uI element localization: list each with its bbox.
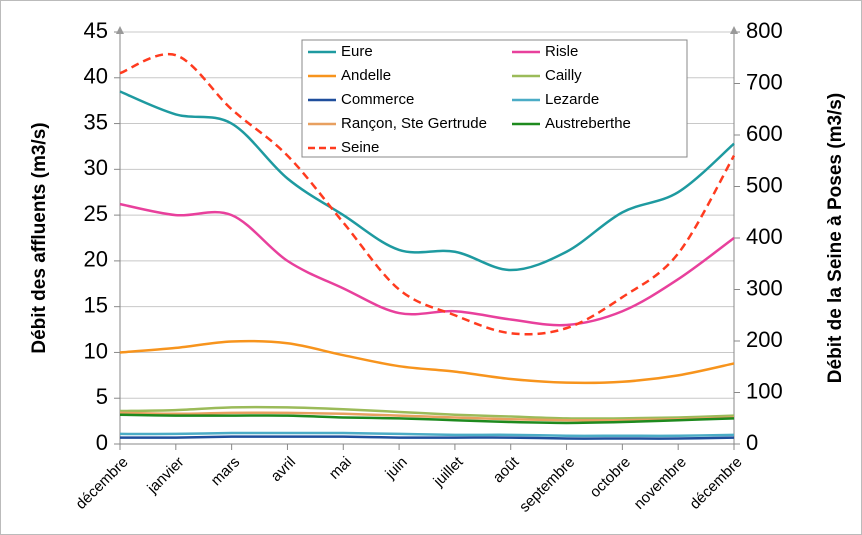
y2-tick-label: 600 [746,121,783,146]
x-tick-label: mars [208,454,244,490]
x-tick-label: octobre [587,454,634,501]
y2-tick-label: 100 [746,378,783,403]
y-axis-label: Débit des affluents (m3/s) [29,122,50,353]
legend-label: Austreberthe [545,115,631,132]
y-tick-label: 40 [84,64,108,89]
x-tick-label: mai [326,454,355,483]
series-line [119,435,735,440]
y-tick-label: 10 [84,338,108,363]
y-tick-label: 45 [84,18,108,43]
y2-tick-label: 0 [746,430,758,455]
x-tick-label: novembre [631,454,690,513]
y-tick-label: 5 [96,384,108,409]
axis-arrow [730,26,738,34]
y-tick-label: 0 [96,430,108,455]
series-line [119,411,735,422]
legend-label: Rançon, Ste Gertrude [341,115,487,132]
x-tick-label: avril [268,454,299,485]
legend-box [301,39,688,158]
series-line [119,90,735,272]
legend-label: Commerce [341,91,414,108]
y-tick-label: 35 [84,109,108,134]
legend-label: Risle [545,43,578,60]
y2-tick-label: 200 [746,327,783,352]
series-line [119,431,735,438]
legend-label: Lezarde [545,91,599,108]
y2-axis-label: Débit de la Seine à Poses (m3/s) [825,93,846,383]
legend-label: Cailly [545,67,582,84]
series-line [119,52,736,336]
y-tick-label: 15 [84,292,108,317]
series-line [119,405,735,420]
legend-label: Andelle [341,67,391,84]
x-tick-label: décembre [686,454,745,513]
y2-tick-label: 300 [746,275,783,300]
y2-tick-label: 400 [746,224,783,249]
series-line [119,202,735,327]
x-tick-label: juillet [430,453,467,490]
legend: Eure Risle Andelle Cailly Commerce Lezarde Ran… [301,39,688,158]
legend-label: Seine [341,139,379,156]
y2-tick-label: 500 [746,172,783,197]
series-line [119,339,735,385]
series-line [119,413,735,425]
x-tick-label: janvier [143,454,187,498]
x-tick-label: juin [381,454,410,483]
x-tick-label: décembre [72,454,131,513]
axis-arrow [116,26,124,34]
y-tick-label: 25 [84,201,108,226]
x-tick-label: août [490,453,523,486]
y-tick-label: 30 [84,155,108,180]
y-tick-label: 20 [84,247,108,272]
y2-tick-label: 800 [746,18,783,43]
x-tick-label: septembre [516,454,578,516]
y2-tick-label: 700 [746,69,783,94]
legend-label: Eure [341,43,373,60]
